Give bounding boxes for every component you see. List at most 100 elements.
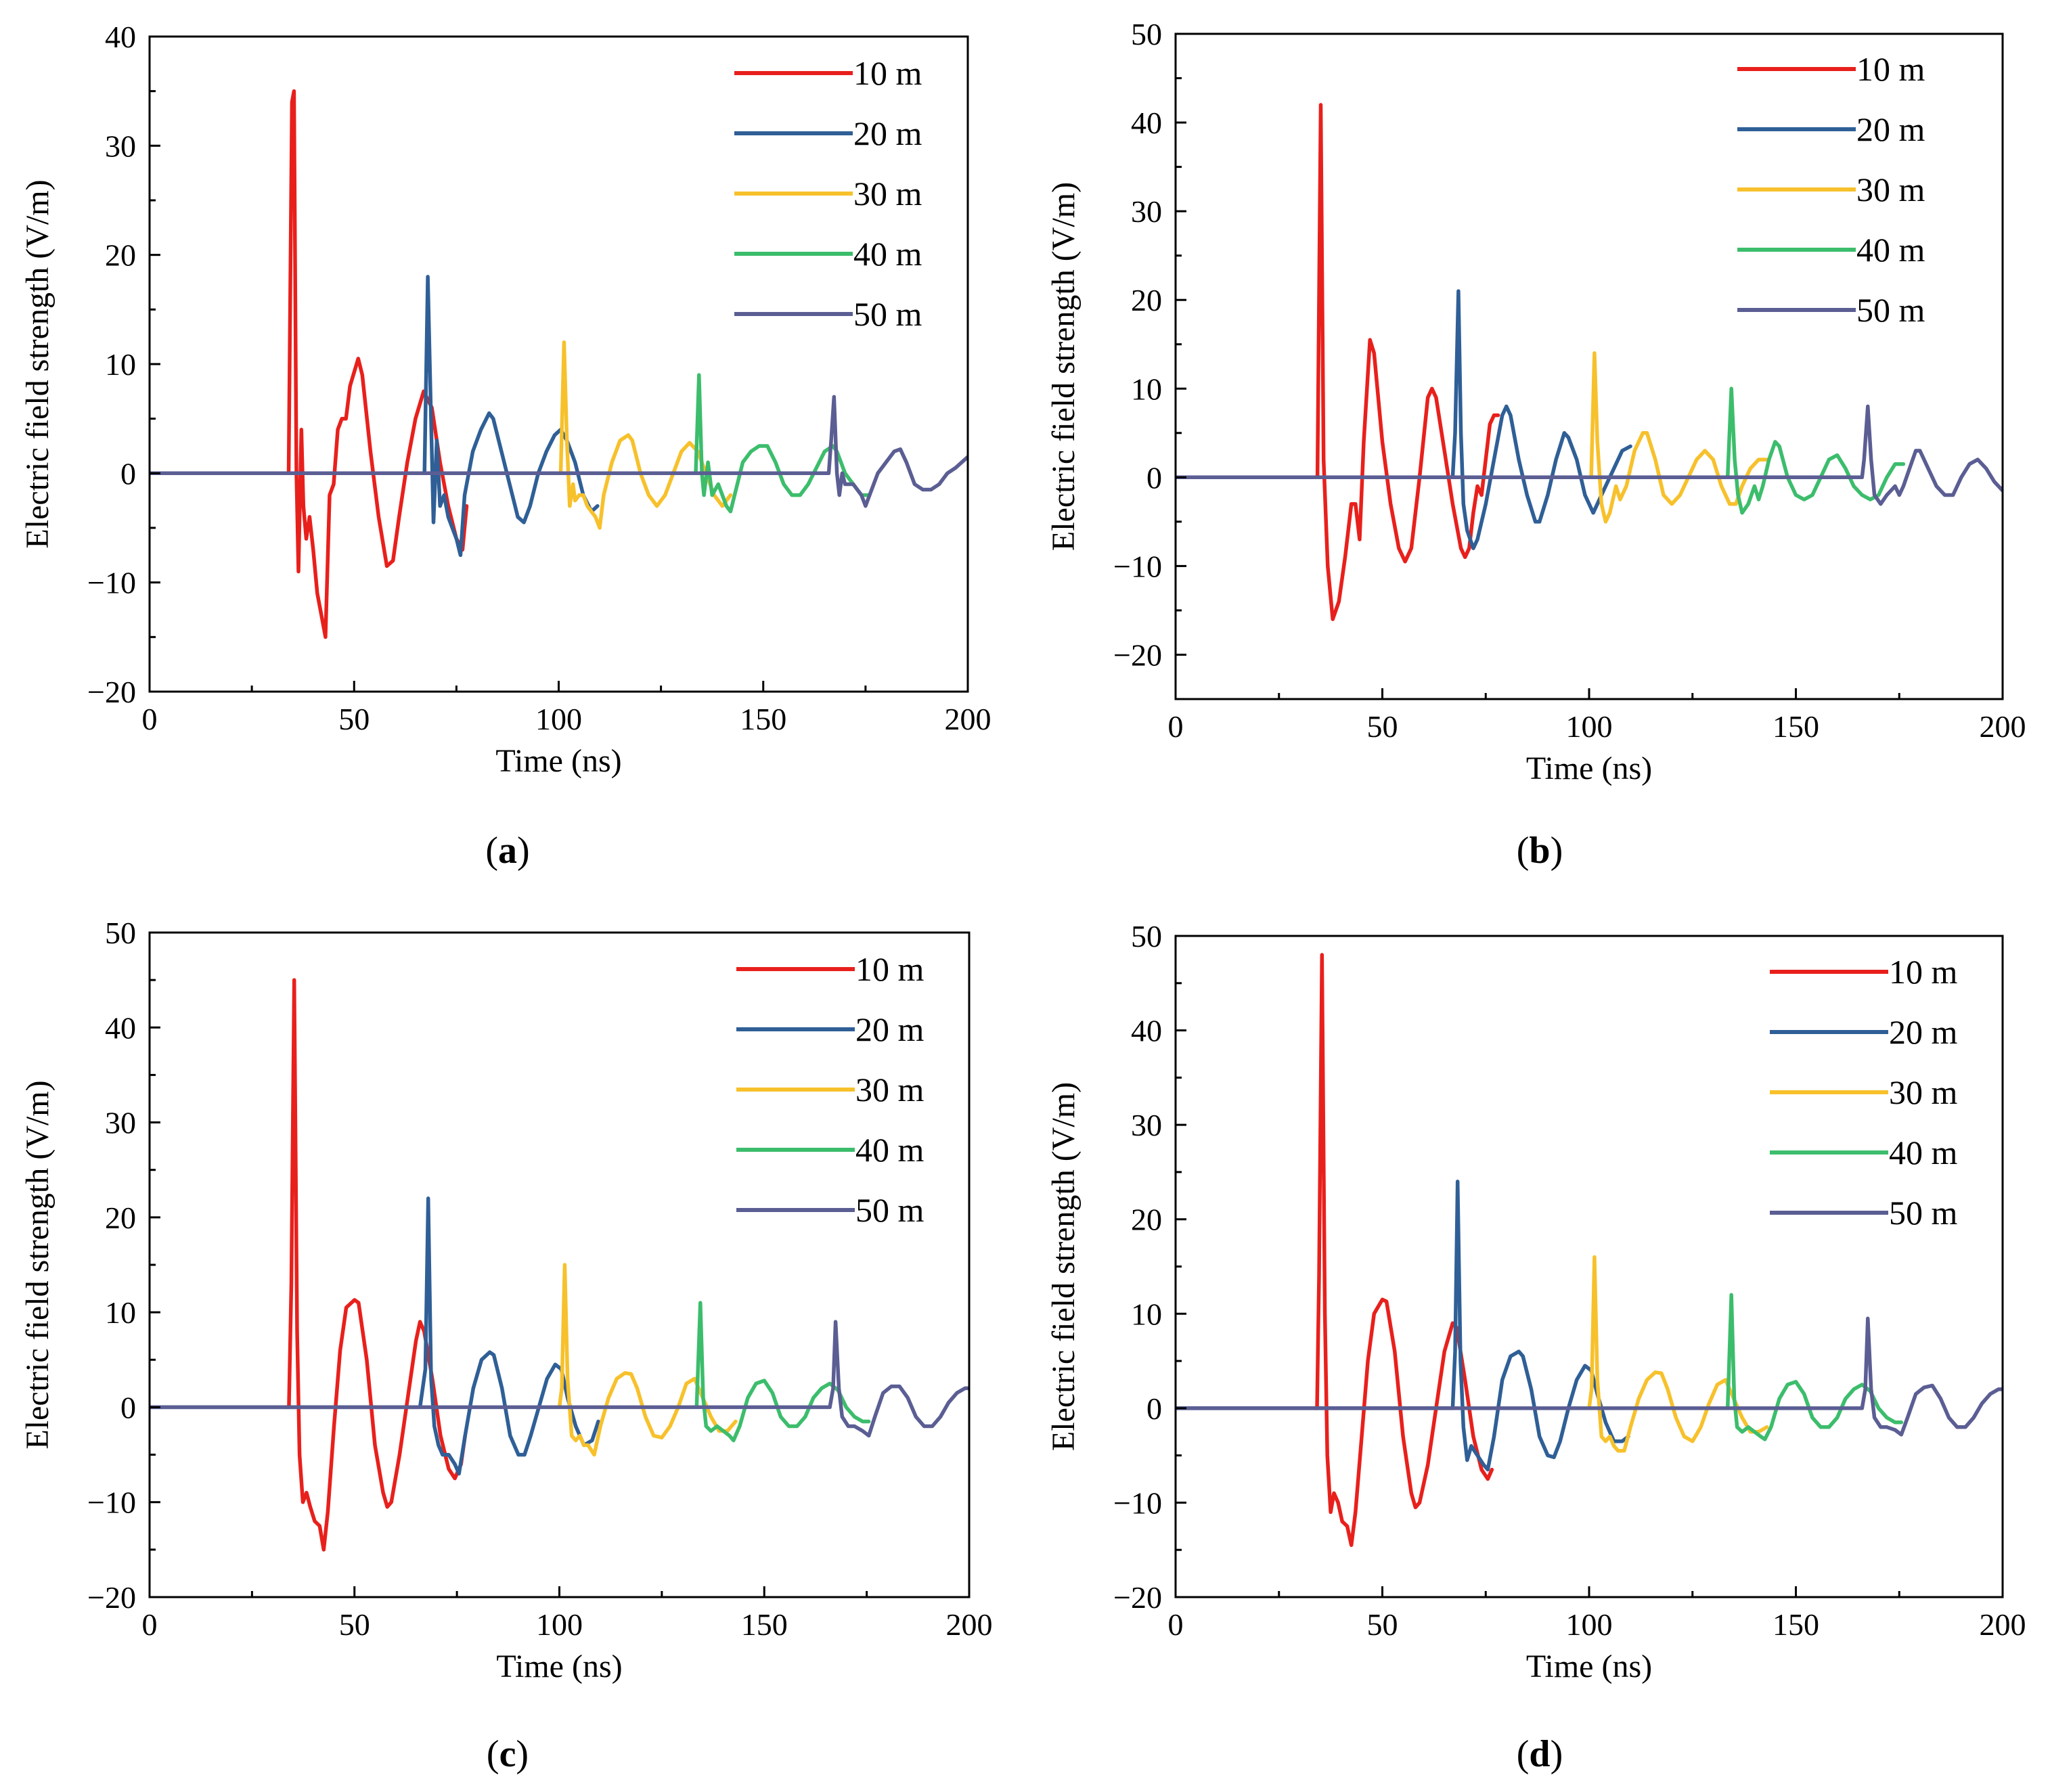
series-line-50m <box>150 395 968 508</box>
series-line-10m <box>1312 103 1500 621</box>
series-line-50m <box>150 1320 969 1438</box>
y-tick-label: −20 <box>1113 637 1162 672</box>
y-tick-label: 0 <box>120 456 136 491</box>
panel-c: 0 50 100 150 200 −20 −10 0 10 20 30 40 50 Time (ns) El… <box>20 916 993 1775</box>
series-line-50m <box>1176 1316 2003 1437</box>
y-tick-label: 10 <box>105 347 136 382</box>
series-line-50m <box>1176 404 2003 506</box>
x-tick-label: 150 <box>1773 709 1819 744</box>
panel-caption: (a) <box>485 830 529 872</box>
y-tick-label: 0 <box>1146 460 1162 495</box>
y-tick-label: −10 <box>1113 1485 1162 1520</box>
panel-b: 0 50 100 150 200 −20 −10 0 10 20 30 40 50 Time (ns) El… <box>1046 17 2026 872</box>
legend-label: 20 m <box>1856 110 1925 148</box>
legend-label: 40 m <box>855 1131 924 1169</box>
x-tick-label: 200 <box>946 1607 993 1642</box>
legend-b: 10 m 20 m 30 m 40 m 50 m <box>1737 50 1925 329</box>
y-axis-label: Electric field strength (V/m) <box>20 1080 55 1449</box>
y-tick-label: −10 <box>87 566 136 600</box>
legend-label: 50 m <box>853 295 922 333</box>
panel-caption: (b) <box>1517 830 1563 872</box>
series-line-40m <box>1725 1293 1904 1441</box>
panel-d: 0 50 100 150 200 −20 −10 0 10 20 30 40 50 Time (ns) El… <box>1046 919 2026 1775</box>
legend-label: 50 m <box>1889 1194 1958 1232</box>
legend-label: 10 m <box>1856 50 1925 88</box>
legend-label: 10 m <box>1889 953 1958 991</box>
y-tick-label: 40 <box>105 20 136 54</box>
x-tick-label: 100 <box>536 1607 583 1642</box>
y-tick-label: −10 <box>1113 549 1162 583</box>
x-axis-label: Time (ns) <box>1526 1649 1652 1684</box>
axes-frame <box>1174 935 2004 1598</box>
y-tick-label: −10 <box>87 1485 136 1520</box>
y-tick-label: 0 <box>120 1390 136 1425</box>
y-tick-label: 0 <box>1146 1391 1162 1426</box>
y-axis-label: Electric field strength (V/m) <box>1046 1082 1082 1451</box>
y-tick-label: 20 <box>105 238 136 273</box>
panel-caption: (d) <box>1517 1733 1563 1775</box>
x-tick-label: 150 <box>740 702 786 736</box>
series-line-20m <box>1176 289 1632 550</box>
series-line-40m <box>694 373 870 514</box>
plot-area-b <box>1176 103 2003 621</box>
plot-area-a <box>150 89 968 640</box>
legend-label: 30 m <box>853 175 922 212</box>
legend-c: 10 m 20 m 30 m 40 m 50 m <box>736 950 924 1229</box>
legend-label: 40 m <box>853 235 922 273</box>
legend-label: 20 m <box>853 114 922 152</box>
x-tick-label: 50 <box>1367 1607 1398 1642</box>
y-tick-label: −20 <box>87 1580 136 1615</box>
x-tick-label: 200 <box>1980 1607 2026 1642</box>
x-tick-label: 200 <box>1980 709 2026 744</box>
axes-frame <box>148 931 971 1598</box>
x-tick-label: 150 <box>1773 1607 1819 1642</box>
x-tick-label: 50 <box>1367 709 1398 744</box>
series-line-10m <box>262 89 469 640</box>
y-tick-label: 20 <box>105 1201 136 1235</box>
y-tick-label: 40 <box>1131 1014 1162 1048</box>
y-tick-label: 10 <box>1131 1297 1162 1331</box>
y-tick-label: 30 <box>105 129 136 163</box>
y-tick-label: 10 <box>1131 372 1162 406</box>
legend-d: 10 m 20 m 30 m 40 m 50 m <box>1770 953 1958 1232</box>
legend-label: 40 m <box>1856 231 1925 269</box>
series-line-30m <box>556 340 733 530</box>
legend-label: 10 m <box>853 54 922 92</box>
y-tick-label: 10 <box>105 1295 136 1330</box>
x-tick-label: 0 <box>142 702 158 736</box>
y-tick-label: 30 <box>1131 194 1162 229</box>
y-tick-label: 40 <box>105 1010 136 1045</box>
y-tick-label: 50 <box>1131 919 1162 954</box>
y-axis-label: Electric field strength (V/m) <box>1046 182 1082 551</box>
x-tick-label: 50 <box>339 1607 370 1642</box>
legend-label: 50 m <box>1856 291 1925 329</box>
panel-caption: (c) <box>487 1733 529 1775</box>
y-tick-label: 50 <box>1131 17 1162 51</box>
x-tick-label: 100 <box>535 702 582 736</box>
legend-label: 10 m <box>855 950 924 988</box>
x-tick-label: 0 <box>142 1607 158 1642</box>
series-line-40m <box>694 1301 871 1443</box>
plot-area-c <box>150 978 969 1552</box>
x-tick-label: 0 <box>1168 1607 1184 1642</box>
series-line-20m <box>150 275 600 558</box>
legend-label: 30 m <box>1856 171 1925 208</box>
x-tick-label: 100 <box>1566 709 1613 744</box>
y-tick-label: 20 <box>1131 283 1162 317</box>
x-axis-label: Time (ns) <box>495 743 621 779</box>
legend-label: 30 m <box>1889 1073 1958 1111</box>
panel-a: 0 50 100 150 200 −20 −10 0 10 20 30 40 Time (ns) Elec… <box>20 20 991 872</box>
y-tick-label: 40 <box>1131 106 1162 140</box>
y-tick-label: −20 <box>1113 1580 1162 1615</box>
legend-label: 20 m <box>1889 1013 1958 1051</box>
y-tick-label: −20 <box>87 675 136 709</box>
y-tick-label: 20 <box>1131 1203 1162 1237</box>
legend-label: 40 m <box>1889 1134 1958 1171</box>
x-tick-label: 150 <box>741 1607 788 1642</box>
x-axis-label: Time (ns) <box>496 1649 622 1684</box>
legend-label: 20 m <box>855 1010 924 1048</box>
series-line-40m <box>1725 386 1906 515</box>
legend-label: 50 m <box>855 1191 924 1229</box>
x-tick-label: 100 <box>1566 1607 1613 1642</box>
